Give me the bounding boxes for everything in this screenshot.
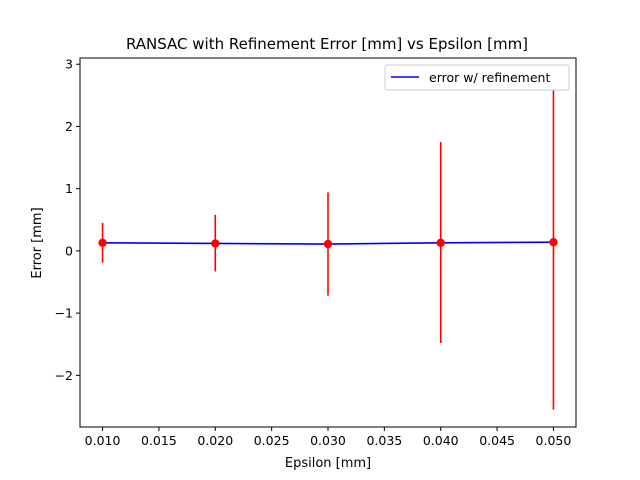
legend-label: error w/ refinement (429, 70, 550, 85)
x-tick-label: 0.020 (197, 433, 233, 448)
y-tick-label: 2 (65, 119, 73, 134)
data-point (211, 239, 220, 248)
x-tick-label: 0.045 (479, 433, 515, 448)
x-tick-label: 0.040 (423, 433, 459, 448)
data-point (436, 238, 445, 248)
data-point (549, 237, 558, 247)
x-axis-ticks: 0.010 0.015 0.020 0.025 0.030 0.035 0.040 0.045… (85, 427, 572, 448)
y-axis-label: Error [mm] (30, 207, 45, 278)
x-tick-label: 0.035 (366, 433, 402, 448)
y-tick-label: 0 (65, 243, 73, 258)
plot-area (98, 75, 558, 410)
x-tick-label: 0.030 (310, 433, 346, 448)
data-point (98, 238, 107, 248)
x-tick-label: 0.025 (254, 433, 290, 448)
y-axis-ticks: −2 −1 0 1 2 3 (55, 57, 80, 383)
axes-frame (79, 57, 577, 428)
y-tick-label: 3 (65, 57, 73, 72)
x-tick-label: 0.010 (85, 433, 121, 448)
x-tick-label: 0.015 (141, 433, 177, 448)
x-tick-label: 0.050 (536, 433, 572, 448)
y-tick-label: 1 (65, 181, 73, 196)
legend: error w/ refinement (384, 64, 570, 91)
y-tick-label: −1 (55, 306, 73, 321)
y-tick-label: −2 (55, 368, 73, 383)
x-axis-label: Epsilon [mm] (285, 456, 371, 471)
data-point (323, 239, 333, 249)
legend-box (384, 64, 570, 91)
chart-title: RANSAC with Refinement Error [mm] vs Eps… (126, 35, 528, 53)
